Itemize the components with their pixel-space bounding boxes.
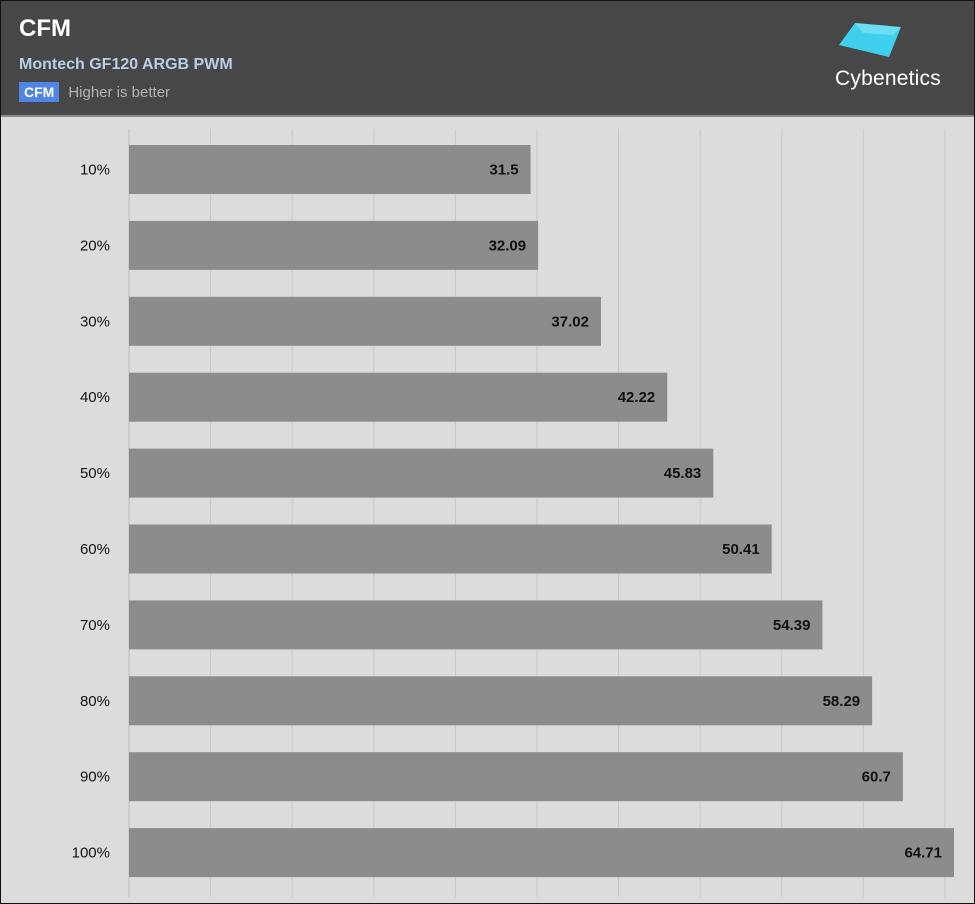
bar xyxy=(129,676,873,726)
y-tick-label: 50% xyxy=(80,465,110,482)
bar xyxy=(129,296,601,346)
data-label: 50.41 xyxy=(722,541,760,558)
bar xyxy=(129,524,772,574)
logo-text: Cybenetics xyxy=(835,67,941,90)
logo-diamond-icon xyxy=(839,23,901,57)
legend: CFM Higher is better xyxy=(19,82,170,102)
bar xyxy=(129,752,903,802)
chart-title: CFM xyxy=(19,15,71,42)
data-label: 37.02 xyxy=(551,313,589,330)
legend-note: Higher is better xyxy=(68,83,171,101)
y-tick-label: 80% xyxy=(80,693,110,710)
y-tick-label: 10% xyxy=(80,162,110,179)
chart-header: CFM Montech GF120 ARGB PWM CFM Higher is… xyxy=(1,1,974,117)
labels: 10% 31.5 20% 32.09 30% 37.02 40% 42.22 50% 45.83 6… xyxy=(72,162,942,862)
legend-swatch: CFM xyxy=(19,82,60,102)
y-tick-label: 100% xyxy=(72,845,110,862)
data-label: 60.7 xyxy=(862,769,891,786)
data-label: 54.39 xyxy=(773,617,811,634)
bars xyxy=(129,145,954,878)
bar xyxy=(129,372,668,422)
chart-subtitle: Montech GF120 ARGB PWM xyxy=(19,56,233,73)
y-tick-label: 90% xyxy=(80,769,110,786)
bar xyxy=(129,220,539,270)
y-tick-label: 60% xyxy=(80,541,110,558)
y-tick-label: 70% xyxy=(80,617,110,634)
data-label: 58.29 xyxy=(823,693,861,710)
y-tick-label: 40% xyxy=(80,389,110,406)
data-label: 42.22 xyxy=(618,389,656,406)
y-tick-label: 20% xyxy=(80,237,110,254)
bar xyxy=(129,448,714,498)
y-tick-label: 30% xyxy=(80,313,110,330)
bar xyxy=(129,600,823,650)
data-label: 64.71 xyxy=(904,845,942,862)
cybenetics-logo: Cybenetics xyxy=(833,19,943,97)
data-label: 32.09 xyxy=(489,237,527,254)
bar xyxy=(129,145,531,194)
data-label: 45.83 xyxy=(664,465,702,482)
bar xyxy=(129,828,954,878)
data-label: 31.5 xyxy=(489,162,518,179)
